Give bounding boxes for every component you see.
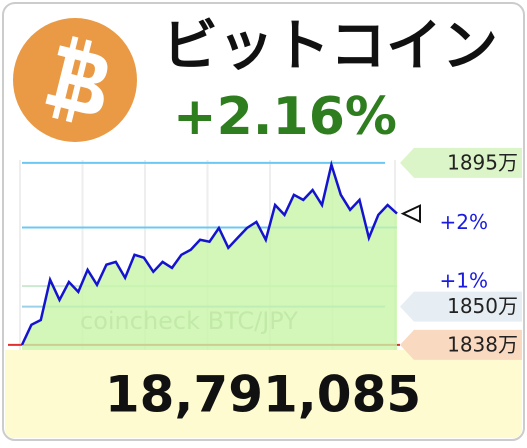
tick-tag bbox=[400, 291, 522, 322]
tick-tag bbox=[400, 329, 522, 360]
y-tick-label: 1850万 bbox=[447, 294, 518, 318]
price-panel bbox=[5, 350, 522, 438]
change: +2.16% bbox=[173, 87, 397, 147]
area bbox=[22, 164, 397, 350]
chart: coincheck BTC/JPY1895万1850万1838万+1%+2% bbox=[8, 147, 522, 360]
y2-tick-label: +1% bbox=[440, 269, 489, 293]
last-marker bbox=[400, 204, 421, 224]
line bbox=[20, 160, 398, 346]
price: 18,791,085 bbox=[105, 366, 421, 424]
y-tick-label: 1895万 bbox=[447, 150, 518, 174]
bitcoin-logo bbox=[13, 18, 137, 142]
title: ビットコイン bbox=[162, 14, 498, 79]
y2-tick-label: +2% bbox=[440, 210, 489, 234]
tick-tag bbox=[400, 147, 522, 178]
y-tick-label: 1838万 bbox=[447, 332, 518, 356]
